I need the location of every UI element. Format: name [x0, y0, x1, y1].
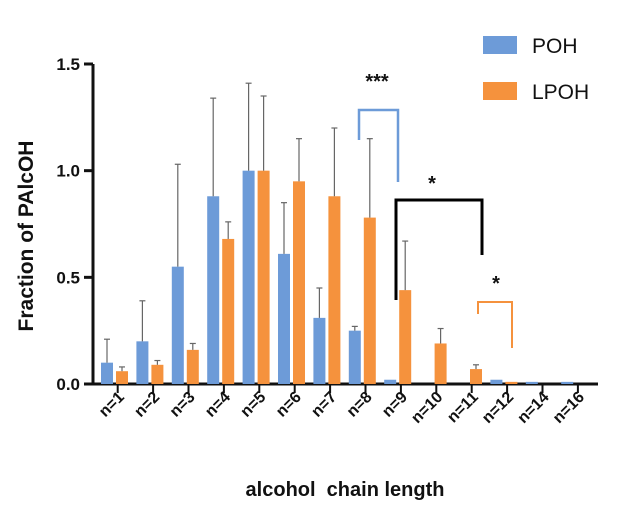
legend: POH LPOH	[483, 35, 589, 104]
bar-lpoh-n=1	[116, 371, 128, 384]
bar-lpoh-n=12	[505, 381, 518, 384]
legend-label-poh: POH	[532, 35, 578, 58]
bar-lpoh-n=4	[222, 238, 235, 384]
bar-poh-n=1	[101, 362, 113, 384]
bar-lpoh-n=9	[399, 290, 412, 384]
bar-poh-n=4	[207, 196, 220, 384]
x-tick-label: n=12	[479, 389, 517, 427]
x-tick-label: n=4	[202, 389, 234, 421]
significance-bracket-n8-n9	[357, 108, 400, 182]
bar-poh-n=5	[242, 170, 255, 384]
bar-poh-n=6	[278, 253, 290, 384]
x-tick-label: n=6	[273, 389, 305, 421]
bar-lpoh-n=2	[151, 364, 164, 384]
significance-bracket-n9-n11	[394, 198, 484, 300]
x-tick-label: n=8	[344, 389, 376, 421]
bar-poh-n=7	[313, 317, 326, 384]
x-tick-label: n=2	[131, 389, 163, 421]
bar-lpoh-n=7	[328, 196, 341, 384]
legend-label-lpoh: LPOH	[532, 81, 589, 104]
x-tick-label: n=10	[408, 389, 446, 427]
bar-poh-n=12	[490, 379, 503, 384]
x-tick-label: n=9	[379, 389, 411, 421]
bar-poh-n=2	[136, 341, 149, 384]
bar-lpoh-n=6	[293, 181, 305, 384]
significance-star-n11-n12: *	[492, 273, 500, 295]
bar-lpoh-n=8	[363, 217, 376, 384]
category-labels: n=1 n=2 n=3 n=4 n=5 n=6 n=7 n=8 n=9n=10n=11n=12n…	[96, 389, 588, 427]
bar-lpoh-n=5	[257, 170, 270, 384]
significance-stars-n8-n9: ***	[365, 71, 389, 93]
error-bars	[104, 82, 479, 372]
x-tick-label: n=7	[308, 389, 340, 421]
y-tick-label: 1.5	[56, 55, 80, 74]
y-tick-label: 0.5	[56, 268, 80, 287]
bar-poh-n=3	[171, 266, 184, 384]
x-tick-label: n=16	[550, 389, 588, 427]
bar-poh-n=14	[525, 381, 538, 384]
x-tick-label: n=14	[514, 389, 552, 427]
bar-lpoh-n=11	[470, 369, 482, 384]
y-axis-label: Fraction of PAlcOH	[15, 141, 38, 332]
x-tick-label: n=1	[96, 389, 128, 421]
bar-poh-n=8	[348, 330, 361, 384]
x-tick-label: n=5	[238, 389, 270, 421]
bars	[101, 170, 574, 384]
significance-bracket-n11-n12	[477, 301, 513, 348]
bar-poh-n=16	[561, 381, 574, 384]
y-tick-label: 1.0	[56, 162, 80, 181]
x-tick-label: n=3	[167, 389, 199, 421]
bar-poh-n=9	[384, 379, 397, 384]
legend-swatch-poh	[483, 36, 517, 54]
bar-lpoh-n=3	[186, 349, 199, 384]
bar-lpoh-n=10	[434, 343, 447, 384]
y-tick-label: 0.0	[56, 375, 80, 394]
significance-star-n9-n11: *	[428, 173, 436, 195]
legend-swatch-lpoh	[483, 82, 517, 100]
x-tick-label: n=11	[444, 389, 482, 427]
significance-annotations: *****	[357, 71, 513, 348]
x-axis-label: alcohol chain length	[246, 479, 445, 501]
